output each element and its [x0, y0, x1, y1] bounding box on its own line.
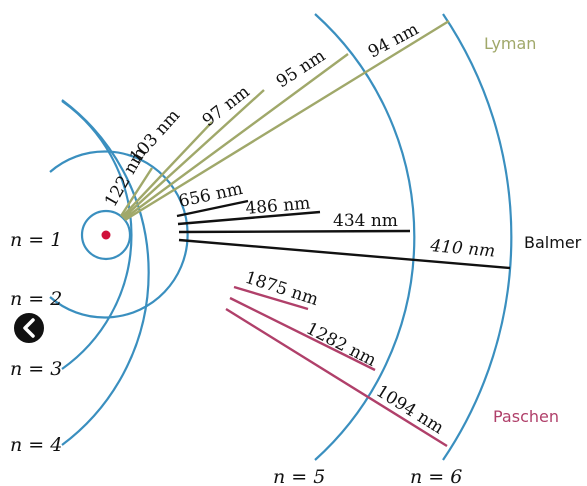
series-label-paschen: Paschen [493, 407, 559, 426]
orbit-n4 [61, 99, 150, 446]
balmer-label-486: 486 nm [245, 193, 311, 219]
level-label-n1: n = 1 [10, 229, 62, 251]
orbit-n5 [314, 13, 416, 461]
series-label-balmer: Balmer [524, 233, 582, 252]
lyman-line-95 [123, 53, 349, 220]
lyman-lines [119, 19, 450, 222]
orbit-n6 [442, 13, 513, 461]
chevron-left-icon [23, 318, 35, 338]
level-label-n6: n = 6 [410, 466, 462, 486]
lyman-line-97 [122, 89, 265, 219]
balmer-line-410 [178, 238, 511, 270]
paschen-line-1282 [229, 296, 376, 372]
paschen-line-1875 [233, 285, 309, 311]
nucleus [101, 230, 111, 240]
paschen-label-1094: 1094 nm [372, 381, 447, 438]
balmer-label-410: 410 nm [429, 236, 496, 262]
previous-button-bg[interactable] [12, 311, 46, 345]
level-label-n4: n = 4 [10, 434, 62, 456]
balmer-label-434: 434 nm [333, 211, 398, 231]
paschen-label-1875: 1875 nm [242, 268, 320, 310]
balmer-line-486 [177, 210, 321, 226]
lyman-line-94 [124, 19, 450, 222]
level-label-n2: n = 2 [10, 288, 62, 310]
balmer-label-656: 656 nm [177, 179, 245, 212]
balmer-line-656 [176, 199, 249, 218]
lyman-line-103 [121, 121, 213, 218]
orbit-n2 [49, 150, 189, 319]
paschen-lines [225, 285, 448, 448]
balmer-lines [176, 199, 511, 270]
orbits [49, 13, 513, 461]
paschen-line-1094 [225, 307, 448, 448]
orbit-n3 [61, 100, 133, 370]
lyman-line-122 [119, 167, 154, 217]
level-label-n5: n = 5 [273, 466, 325, 486]
orbit-n1 [80, 209, 132, 261]
lyman-label-95: 95 nm [273, 46, 329, 92]
lyman-label-103: 103 nm [126, 106, 184, 168]
series-label-lyman: Lyman [484, 34, 536, 53]
level-label-n3: n = 3 [10, 358, 62, 380]
previous-button[interactable] [12, 311, 46, 345]
balmer-line-434 [178, 229, 411, 234]
